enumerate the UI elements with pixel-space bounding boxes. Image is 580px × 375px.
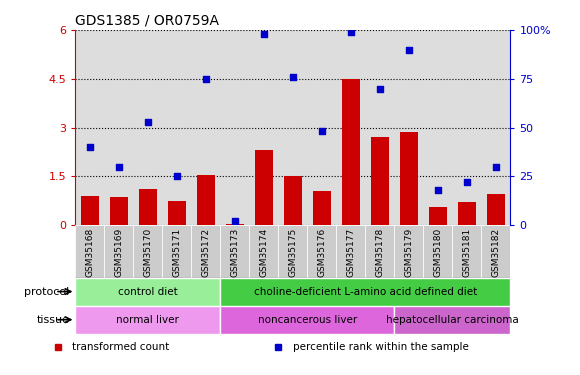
Bar <box>278 225 307 278</box>
Text: GSM35171: GSM35171 <box>172 228 182 277</box>
Bar <box>226 224 244 225</box>
Bar <box>75 278 220 306</box>
Text: GSM35173: GSM35173 <box>230 228 240 277</box>
Bar <box>394 306 510 334</box>
Bar <box>371 137 389 225</box>
Text: GSM35176: GSM35176 <box>317 228 327 277</box>
Point <box>404 46 414 53</box>
Point <box>346 29 356 35</box>
Text: GSM35179: GSM35179 <box>404 228 414 277</box>
Bar <box>197 175 215 225</box>
Bar <box>284 176 302 225</box>
Bar <box>255 150 273 225</box>
Text: GSM35174: GSM35174 <box>259 228 269 277</box>
Text: GSM35180: GSM35180 <box>433 228 443 277</box>
Text: GSM35170: GSM35170 <box>143 228 153 277</box>
Bar <box>75 225 104 278</box>
Bar <box>220 278 510 306</box>
Point <box>491 164 501 170</box>
Bar <box>307 225 336 278</box>
Text: GSM35182: GSM35182 <box>491 228 501 277</box>
Text: percentile rank within the sample: percentile rank within the sample <box>293 342 469 352</box>
Bar <box>336 225 365 278</box>
Text: GSM35177: GSM35177 <box>346 228 356 277</box>
Text: GSM35169: GSM35169 <box>114 228 124 277</box>
Point <box>85 144 95 150</box>
Text: GDS1385 / OR0759A: GDS1385 / OR0759A <box>75 13 219 27</box>
Bar <box>313 191 331 225</box>
Bar <box>220 306 394 334</box>
Bar <box>249 225 278 278</box>
Bar <box>133 225 162 278</box>
Bar <box>481 225 510 278</box>
Text: transformed count: transformed count <box>72 342 170 352</box>
Point <box>143 118 153 124</box>
Bar <box>220 225 249 278</box>
Point <box>201 76 211 82</box>
Text: control diet: control diet <box>118 286 178 297</box>
Bar <box>162 225 191 278</box>
Point <box>114 164 124 170</box>
Text: protocol: protocol <box>24 286 70 297</box>
Bar <box>75 306 220 334</box>
Bar <box>423 225 452 278</box>
Point <box>375 86 385 92</box>
Bar <box>139 189 157 225</box>
Bar <box>81 196 99 225</box>
Bar <box>365 225 394 278</box>
Point <box>317 128 327 134</box>
Bar <box>394 225 423 278</box>
Text: GSM35178: GSM35178 <box>375 228 385 277</box>
Point <box>172 173 182 179</box>
Text: GSM35175: GSM35175 <box>288 228 298 277</box>
Bar <box>400 132 418 225</box>
Point <box>462 179 472 185</box>
Bar <box>452 225 481 278</box>
Bar <box>191 225 220 278</box>
Text: GSM35181: GSM35181 <box>462 228 472 277</box>
Text: GSM35168: GSM35168 <box>85 228 95 277</box>
Text: choline-deficient L-amino acid defined diet: choline-deficient L-amino acid defined d… <box>254 286 477 297</box>
Point <box>259 31 269 37</box>
Text: GSM35172: GSM35172 <box>201 228 211 277</box>
Bar <box>168 201 186 225</box>
Point <box>288 74 298 80</box>
Bar <box>429 207 447 225</box>
Text: normal liver: normal liver <box>117 315 179 325</box>
Bar <box>487 194 505 225</box>
Point <box>230 218 240 224</box>
Text: noncancerous liver: noncancerous liver <box>258 315 357 325</box>
Bar <box>104 225 133 278</box>
Bar <box>342 79 360 225</box>
Bar <box>458 202 476 225</box>
Bar <box>110 197 128 225</box>
Text: hepatocellular carcinoma: hepatocellular carcinoma <box>386 315 519 325</box>
Point <box>433 187 443 193</box>
Text: tissue: tissue <box>37 315 70 325</box>
